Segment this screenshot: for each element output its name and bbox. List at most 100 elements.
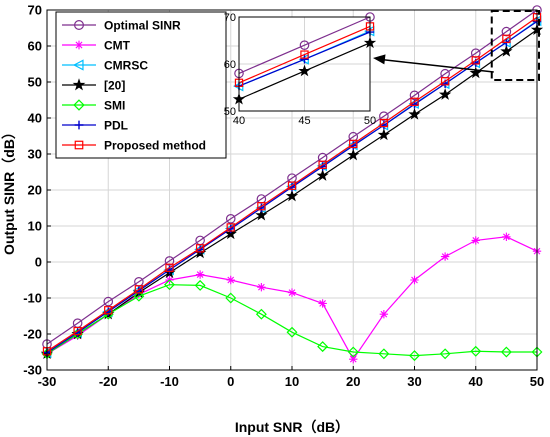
x-tick-label: 30: [407, 374, 421, 389]
inset-data-point: [300, 50, 309, 59]
legend-marker: [73, 99, 85, 111]
y-tick-label: 10: [28, 219, 42, 234]
axis-ticks: -30 -20 -10 0 10 20 30 40 50-30-20-1001020304050…: [23, 3, 544, 390]
legend-marker: [73, 20, 84, 31]
data-point: [502, 34, 511, 43]
data-point: [287, 181, 297, 190]
data-point: [410, 97, 419, 106]
data-point: [286, 326, 298, 338]
inset-x-tick-label: 40: [233, 115, 245, 127]
data-point: [103, 296, 114, 307]
data-point: [440, 252, 450, 261]
legend-item: CMT: [62, 39, 131, 53]
data-point: [470, 345, 482, 357]
inset-x-tick-label: 45: [298, 115, 310, 127]
inset-data-point: [299, 40, 310, 50]
data-point: [379, 310, 389, 319]
data-point: [409, 350, 420, 362]
data-point: [225, 214, 236, 224]
data-point: [318, 160, 327, 169]
data-point: [73, 326, 82, 336]
data-point: [104, 306, 113, 315]
legend-marker: [74, 40, 84, 50]
inset-series-line: [238, 25, 371, 84]
data-point: [225, 292, 237, 304]
y-tick-label: -30: [23, 363, 42, 378]
legend-label: CMT: [104, 39, 131, 53]
zoom-region-box: [490, 10, 540, 81]
legend-item: Proposed method: [62, 139, 206, 153]
data-point: [195, 244, 205, 253]
series-line-smi: [46, 284, 537, 357]
data-point: [257, 202, 266, 211]
data-point: [349, 139, 358, 149]
data-point: [379, 111, 389, 121]
inset-zoom-plot: 40 45 50 50 60 70: [224, 12, 377, 127]
x-tick-label: -20: [99, 374, 118, 389]
series-optimal-sinr: [42, 5, 542, 349]
data-point: [317, 341, 329, 353]
zoom-arrow: [373, 54, 494, 73]
y-tick-label: 30: [28, 147, 42, 162]
legend-label: CMRSC: [104, 59, 148, 73]
x-axis-label: Input SNR（dB）: [235, 419, 349, 435]
series-proposed-method: [42, 13, 542, 356]
data-point: [377, 128, 391, 141]
data-point: [226, 275, 235, 285]
data-point: [500, 44, 513, 57]
inset-y-tick-label: 60: [224, 59, 236, 71]
y-tick-label: 70: [28, 3, 42, 18]
x-tick-label: 0: [227, 374, 234, 389]
y-tick-label: 40: [28, 111, 42, 126]
plot-series: [40, 5, 544, 364]
data-point: [316, 169, 329, 181]
x-tick-label: 10: [285, 374, 299, 389]
legend-marker: [74, 120, 84, 130]
data-point: [502, 232, 511, 241]
data-point: [438, 88, 452, 100]
data-point: [257, 283, 266, 292]
data-point: [439, 348, 451, 360]
legend-label: Proposed method: [104, 139, 206, 153]
data-point: [285, 189, 299, 202]
data-point: [378, 348, 390, 360]
data-point: [164, 256, 175, 266]
data-point: [287, 288, 297, 297]
legend-item: CMRSC: [62, 59, 148, 73]
series-smi: [41, 279, 543, 362]
y-tick-label: -10: [23, 291, 42, 306]
x-tick-label: 20: [346, 374, 360, 389]
data-point: [318, 299, 327, 308]
inset-series-line: [238, 16, 371, 74]
legend-label: PDL: [104, 119, 128, 133]
data-point: [440, 77, 450, 86]
data-point: [408, 107, 421, 120]
x-tick-label: 50: [530, 374, 544, 389]
inset-data-point: [298, 64, 311, 77]
y-tick-label: 60: [28, 39, 42, 54]
legend-label: [20]: [104, 79, 125, 93]
y-tick-label: -20: [23, 327, 42, 342]
data-point: [379, 118, 389, 128]
arrow-shaft: [380, 58, 494, 73]
data-point: [349, 355, 358, 364]
data-point: [410, 275, 419, 285]
inset-data-point: [300, 55, 309, 64]
y-axis-label: Output SINR（dB）: [1, 125, 17, 255]
data-point: [471, 236, 480, 245]
y-tick-label: 50: [28, 75, 42, 90]
data-point: [224, 227, 237, 240]
x-tick-label: -10: [160, 374, 179, 389]
legend-marker: [72, 59, 84, 71]
inset-frame: [238, 16, 371, 112]
x-tick-label: -30: [38, 374, 57, 389]
data-point: [164, 279, 175, 291]
data-point: [255, 308, 267, 320]
legend-item: Optimal SINR: [62, 19, 181, 33]
series-line-proposed-method: [46, 16, 538, 352]
legend-item: PDL: [62, 119, 128, 133]
data-point: [255, 208, 268, 221]
y-tick-label: 0: [35, 255, 42, 270]
inset-y-tick-label: 50: [224, 106, 236, 118]
